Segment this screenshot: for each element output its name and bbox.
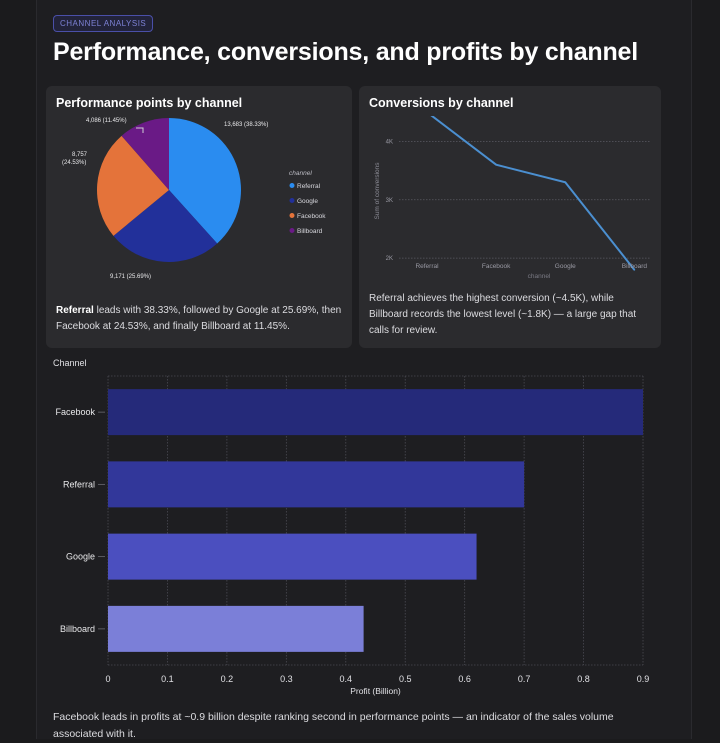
bar-x-tick: 0.5 [399, 674, 412, 684]
line-point [564, 181, 567, 184]
bar-x-tick: 0.6 [458, 674, 471, 684]
line-x-axis-label: channel [528, 273, 551, 280]
pie-data-label: 13,683 (38.33%) [224, 122, 268, 128]
pie-legend-item: Google [297, 198, 318, 205]
line-x-tick: Facebook [482, 263, 511, 270]
line-card-title: Conversions by channel [369, 96, 514, 110]
bar-y-tick: Google [66, 552, 95, 562]
line-series-conversions [430, 116, 636, 271]
bar-x-tick: 0.7 [518, 674, 531, 684]
bar-x-axis-label: Profit (Billion) [350, 686, 401, 696]
line-y-axis-label: Sum of conversions [374, 162, 381, 220]
pie-data-label: (24.53%) [62, 160, 86, 166]
line-chart: 2K 3K 4K Sum of conversions Referral Facebook… [374, 116, 651, 280]
pie-legend-item: Facebook [297, 213, 326, 220]
bar-x-tick: 0.9 [637, 674, 650, 684]
pie-legend-swatch [289, 183, 295, 188]
bar-google [108, 533, 477, 580]
line-card: Conversions by channel 2K 3K 4K Sum of conv… [359, 86, 661, 348]
pie-legend-item: Billboard [297, 228, 323, 235]
pie-chart: 13,683 (38.33%) 9,171 (25.69%) 8,757 (24.53… [62, 118, 326, 280]
section-tag: CHANNEL ANALYSIS [53, 15, 154, 32]
pie-card-title: Performance points by channel [56, 96, 243, 110]
line-point [495, 163, 497, 166]
line-y-tick: 4K [386, 139, 393, 145]
bar-x-tick: 0 [105, 674, 110, 684]
bar-x-tick: 0.4 [340, 674, 353, 684]
pie-slice-billboard [121, 118, 169, 190]
pie-legend-swatch [289, 198, 295, 203]
bar-y-tick: Referral [63, 479, 95, 489]
pie-slice-referral [169, 118, 241, 244]
page-title: Performance, conversions, and profits by… [53, 38, 639, 66]
bar-x-tick: 0.2 [221, 674, 234, 684]
line-x-tick: Billboard [622, 263, 648, 270]
bar-y-axis-label: Channel [53, 358, 87, 368]
pie-legend-item: Referral [297, 183, 321, 190]
line-x-tick: Referral [415, 263, 439, 270]
pie-desc-lead: Referral [56, 305, 94, 316]
pie-card: Performance points by channel 13,683 (38… [46, 86, 352, 348]
pie-slice-google [113, 190, 218, 262]
pie-label-leader [136, 127, 144, 133]
bar-referral [108, 461, 525, 508]
bar-chart-description: Facebook leads in profits at ~0.9 billio… [53, 711, 614, 740]
bar-billboard [108, 605, 364, 652]
bar-chart: Channel 0 0.1 0.2 0.3 0.4 0.5 0.6 0.7 0.8 0.9 Faceb… [53, 358, 650, 696]
pie-legend-title: channel [289, 170, 312, 177]
pie-desc-rest: leads with 38.33%, followed by Google at… [56, 305, 342, 332]
line-y-tick: 2K [386, 256, 393, 262]
line-card-description: Referral achieves the highest conversion… [369, 293, 637, 336]
line-point [633, 269, 636, 271]
pie-legend-swatch [289, 228, 295, 233]
pie-card-description: Referral leads with 38.33%, followed by … [56, 303, 346, 335]
bar-x-tick: 0.3 [280, 674, 293, 684]
pie-data-label: 9,171 (25.69%) [110, 274, 151, 280]
pie-legend-swatch [289, 213, 295, 218]
line-y-tick: 3K [386, 198, 393, 204]
bar-x-tick: 0.1 [161, 674, 174, 684]
pie-slice-facebook [97, 135, 169, 236]
bar-facebook [108, 389, 643, 436]
pie-data-label: 8,757 [72, 152, 88, 158]
bar-y-tick: Billboard [60, 624, 95, 634]
line-x-tick: Google [555, 263, 576, 270]
pie-data-label: 4,086 (11.45%) [86, 118, 127, 124]
bar-y-tick: Facebook [55, 407, 95, 417]
bar-x-tick: 0.8 [577, 674, 590, 684]
